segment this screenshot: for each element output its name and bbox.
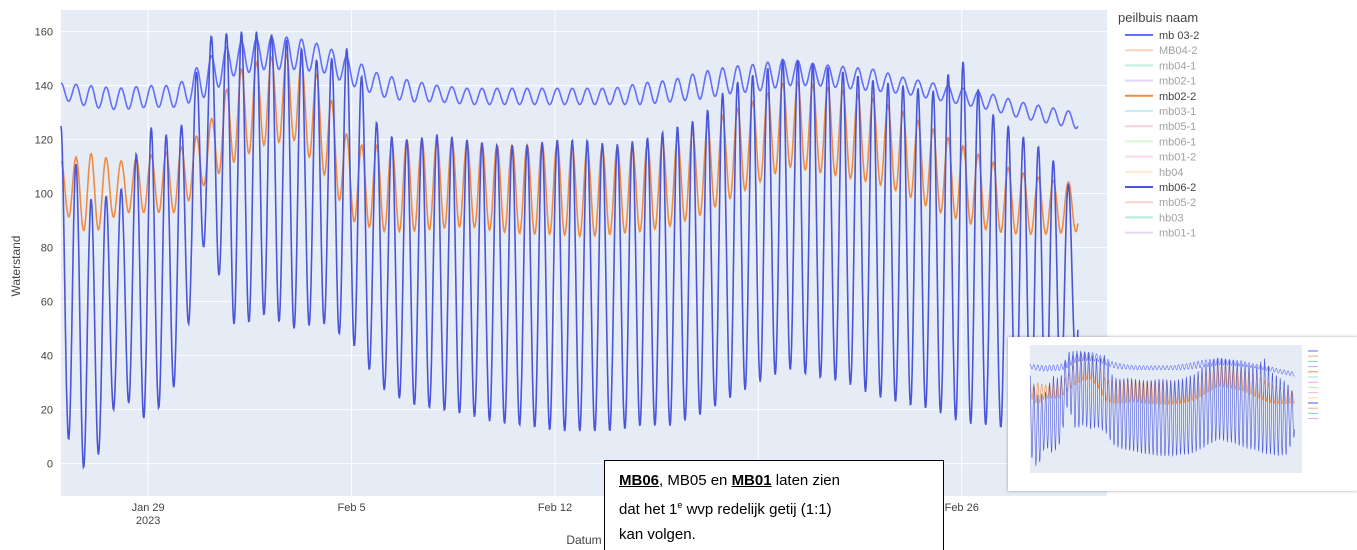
x-axis-title: Datum (566, 533, 601, 547)
legend-label: mb05-1 (1159, 121, 1196, 133)
legend-label: mb01-2 (1159, 152, 1196, 164)
legend-label: hb04 (1159, 167, 1183, 179)
series-layer (60, 31, 1079, 470)
legend-label: mb06-1 (1159, 136, 1196, 148)
legend-label: mb02-2 (1159, 91, 1196, 103)
legend: mb 03-2 MB04-2 mb04-1 mb02-1 mb02-2 mb03-1 mb0… (1125, 30, 1199, 240)
legend-item-mb-03-2[interactable]: mb 03-2 (1125, 30, 1199, 42)
x-tick-label: Feb 5 (337, 502, 365, 514)
legend-item-mb05-1[interactable]: mb05-1 (1125, 121, 1196, 133)
annotation-sep2: laten zien (771, 472, 840, 489)
annotation-sep1: , MB05 en (659, 472, 732, 489)
y-tick-label: 60 (41, 297, 53, 309)
annotation-line3: kan volgen. (619, 526, 696, 543)
legend-label: hb03 (1159, 212, 1183, 224)
legend-label: MB04-2 (1159, 45, 1198, 57)
legend-label: mb01-1 (1159, 228, 1196, 240)
series-line-mb-03-2 (60, 36, 1079, 130)
annotation-mb06: MB06 (619, 472, 660, 489)
legend-title: peilbuis naam (1118, 10, 1198, 25)
legend-item-mb05-2[interactable]: mb05-2 (1125, 197, 1196, 209)
annotation-box: MB06, MB05 en MB01 laten zien dat het 1e… (604, 460, 944, 550)
x-tick-year: 2023 (136, 515, 160, 527)
annotation-line2-post: wvp redelijk getij (1:1) (682, 501, 832, 518)
y-tick-label: 20 (41, 405, 53, 417)
thumbnail-series-line (1029, 351, 1295, 377)
thumbnail-series-line (1029, 350, 1295, 467)
legend-item-mb06-1[interactable]: mb06-1 (1125, 136, 1196, 148)
thumbnail-chart-svg (1029, 345, 1318, 473)
legend-label: mb05-2 (1159, 197, 1196, 209)
x-tick-label: Feb 26 (945, 502, 979, 514)
y-tick-label: 100 (35, 189, 53, 201)
legend-label: mb03-1 (1159, 106, 1196, 118)
annotation-line2-sup: e (677, 500, 683, 510)
legend-item-mb04-1[interactable]: mb04-1 (1125, 60, 1196, 72)
annotation-mb01: MB01 (731, 472, 772, 489)
legend-item-mb02-1[interactable]: mb02-1 (1125, 76, 1196, 88)
legend-label: mb06-2 (1159, 182, 1196, 194)
y-tick-label: 140 (35, 81, 53, 93)
legend-item-mb06-2[interactable]: mb06-2 (1125, 182, 1196, 194)
legend-item-mb04-2[interactable]: MB04-2 (1125, 45, 1198, 57)
legend-label: mb 03-2 (1159, 30, 1199, 42)
y-tick-label: 120 (35, 135, 53, 147)
legend-item-mb02-2[interactable]: mb02-2 (1125, 91, 1196, 103)
legend-label: mb02-1 (1159, 76, 1196, 88)
y-tick-label: 0 (47, 459, 53, 471)
thumbnail-chart-inset (1008, 337, 1357, 491)
x-tick-label: Jan 29 (132, 502, 165, 514)
y-tick-label: 160 (35, 27, 53, 39)
y-tick-label: 80 (41, 243, 53, 255)
y-tick-label: 40 (41, 351, 53, 363)
legend-item-hb04[interactable]: hb04 (1125, 167, 1183, 179)
annotation-line2-pre: dat het 1 (619, 501, 678, 518)
series-line-mb02-2 (60, 53, 1079, 239)
x-tick-label: Feb 12 (538, 502, 572, 514)
legend-item-mb03-1[interactable]: mb03-1 (1125, 106, 1196, 118)
legend-item-hb03[interactable]: hb03 (1125, 212, 1183, 224)
y-axis-title: Waterstand (9, 236, 23, 297)
series-line-mb06-2 (60, 31, 1079, 470)
legend-item-mb01-1[interactable]: mb01-1 (1125, 228, 1196, 240)
legend-item-mb01-2[interactable]: mb01-2 (1125, 152, 1196, 164)
y-tick-labels: 0 20 40 60 80 100 120 140 160 (35, 27, 53, 471)
legend-label: mb04-1 (1159, 60, 1196, 72)
